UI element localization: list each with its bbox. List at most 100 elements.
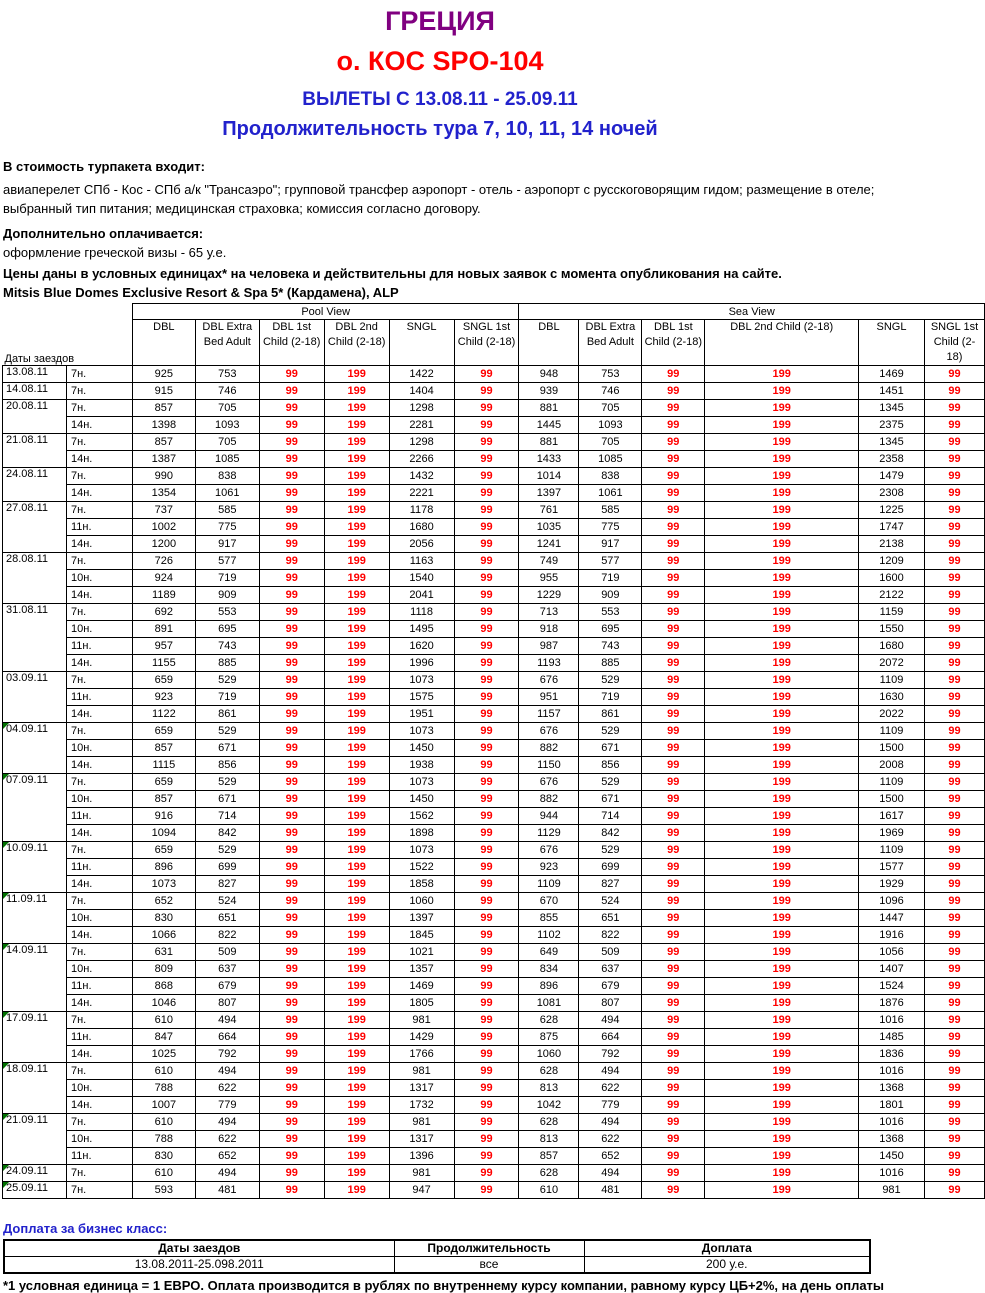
nights-cell: 11н. xyxy=(65,517,133,536)
price-cell: 813 xyxy=(518,1078,580,1097)
price-cell: 99 xyxy=(453,1044,520,1063)
price-cell: 827 xyxy=(578,874,643,893)
price-row: 13.08.11 7н. 925 753 99 199 1422 99 948 753 99 199 1… xyxy=(2,364,985,383)
price-cell: 99 xyxy=(453,1061,520,1080)
nights-cell: 14н. xyxy=(65,585,133,604)
cell-corner-marker-icon xyxy=(3,723,9,729)
price-row: 11н. 1002 775 99 199 1680 99 1035 775 99 199 1747 99 xyxy=(3,517,985,536)
price-cell: 99 xyxy=(258,789,325,808)
price-cell: 1387 xyxy=(131,449,196,468)
nights-cell: 11н. xyxy=(65,636,133,655)
price-cell: 199 xyxy=(704,1095,860,1114)
price-cell: 610 xyxy=(131,1061,196,1080)
price-cell: 1129 xyxy=(518,823,580,842)
price-cell: 1066 xyxy=(131,925,196,944)
price-cell: 99 xyxy=(258,993,325,1012)
price-cell: 99 xyxy=(923,925,985,944)
price-cell: 1450 xyxy=(858,1146,925,1165)
cell-corner-marker-icon xyxy=(3,1165,9,1171)
price-cell: 199 xyxy=(323,942,390,961)
price-cell: 719 xyxy=(194,687,260,706)
price-cell: 705 xyxy=(578,398,643,417)
price-cell: 529 xyxy=(578,721,643,740)
price-cell: 99 xyxy=(923,823,985,842)
price-cell: 896 xyxy=(131,857,196,876)
price-cell: 1200 xyxy=(131,534,196,553)
price-cell: 199 xyxy=(704,500,860,519)
price-cell: 628 xyxy=(518,1112,580,1131)
price-cell: 881 xyxy=(518,398,580,417)
price-cell: 99 xyxy=(923,432,985,451)
price-row: 10н. 891 695 99 199 1495 99 918 695 99 199 1550 99 xyxy=(3,619,985,638)
price-cell: 199 xyxy=(323,789,390,808)
price-cell: 99 xyxy=(258,466,325,485)
price-cell: 99 xyxy=(641,585,706,604)
arrival-date-cell: 20.08.11 xyxy=(2,398,67,434)
price-cell: 99 xyxy=(923,806,985,825)
price-cell: 1061 xyxy=(578,483,643,502)
price-cell: 199 xyxy=(323,670,390,689)
price-cell: 875 xyxy=(518,1027,580,1046)
price-cell: 628 xyxy=(518,1010,580,1029)
price-cell: 99 xyxy=(453,517,520,536)
price-cell: 1115 xyxy=(131,755,196,774)
price-row: 10.09.11 7н. 659 529 99 199 1073 99 676 529 99 199 1… xyxy=(2,840,985,893)
price-cell: 199 xyxy=(704,993,860,1012)
price-cell: 99 xyxy=(258,415,325,434)
price-cell: 99 xyxy=(641,364,706,383)
price-cell: 99 xyxy=(258,1010,325,1029)
price-cell: 1345 xyxy=(858,432,925,451)
price-cell: 99 xyxy=(641,483,706,502)
nights-cell: 14н. xyxy=(65,534,133,553)
price-cell: 199 xyxy=(323,1180,390,1199)
price-cell: 1479 xyxy=(858,466,925,485)
price-cell: 199 xyxy=(704,1044,860,1063)
price-cell: 199 xyxy=(323,1112,390,1131)
price-cell: 199 xyxy=(323,636,390,655)
price-cell: 99 xyxy=(258,840,325,859)
arrival-date-cell: 10.09.11 xyxy=(2,840,67,893)
currency-footnote: *1 условная единица = 1 ЕВРО. Оплата про… xyxy=(3,1277,885,1293)
nights-cell: 11н. xyxy=(65,806,133,825)
price-cell: 951 xyxy=(518,687,580,706)
price-cell: 99 xyxy=(258,1044,325,1063)
price-cell: 199 xyxy=(704,738,860,757)
price-cell: 99 xyxy=(923,1163,985,1182)
price-cell: 779 xyxy=(194,1095,260,1114)
price-cell: 1096 xyxy=(858,891,925,910)
price-cell: 199 xyxy=(704,721,860,740)
price-row: 10н. 924 719 99 199 1540 99 955 719 99 199 1600 99 xyxy=(3,568,985,587)
price-cell: 199 xyxy=(323,364,390,383)
nights-cell: 14н. xyxy=(65,483,133,502)
price-cell: 1085 xyxy=(194,449,260,468)
price-cell: 726 xyxy=(131,551,196,570)
dates-column-header: Даты заездов xyxy=(2,303,133,366)
price-cell: 99 xyxy=(641,823,706,842)
price-row: 10н. 857 671 99 199 1450 99 882 671 99 199 1500 99 xyxy=(3,738,985,757)
price-row: 10н. 788 622 99 199 1317 99 813 622 99 199 1368 99 xyxy=(3,1078,985,1097)
price-cell: 1298 xyxy=(388,398,455,417)
price-cell: 99 xyxy=(641,398,706,417)
price-cell: 857 xyxy=(131,789,196,808)
price-cell: 199 xyxy=(704,1163,860,1182)
price-cell: 509 xyxy=(194,942,260,961)
page-header: ГРЕЦИЯ о. КОС SPO-104 ВЫЛЕТЫ С 13.08.11 … xyxy=(0,0,880,141)
nights-cell: 14н. xyxy=(65,755,133,774)
price-cell: 981 xyxy=(388,1112,455,1131)
nights-cell: 14н. xyxy=(65,823,133,842)
price-cell: 1014 xyxy=(518,466,580,485)
price-cell: 99 xyxy=(453,1129,520,1148)
sea-view-header: Sea View xyxy=(518,303,985,320)
arrival-date-cell: 27.08.11 xyxy=(2,500,67,553)
price-cell: 1155 xyxy=(131,653,196,672)
price-cell: 99 xyxy=(923,1129,985,1148)
price-cell: 659 xyxy=(131,772,196,791)
price-cell: 99 xyxy=(641,1061,706,1080)
price-cell: 199 xyxy=(323,432,390,451)
price-cell: 622 xyxy=(578,1078,643,1097)
nights-cell: 7н. xyxy=(65,891,133,910)
price-cell: 676 xyxy=(518,772,580,791)
price-cell: 622 xyxy=(194,1129,260,1148)
price-cell: 199 xyxy=(704,925,860,944)
price-cell: 99 xyxy=(923,364,985,383)
